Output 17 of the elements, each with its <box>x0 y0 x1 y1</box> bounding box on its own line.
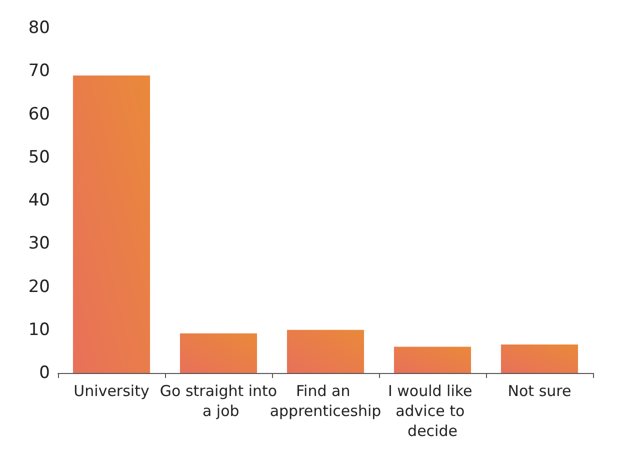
y-tick-label: 60 <box>28 104 50 124</box>
y-tick-label: 70 <box>28 61 50 82</box>
bar <box>286 330 364 373</box>
bar <box>394 346 472 373</box>
x-tick-label: University <box>74 382 150 400</box>
bar <box>500 344 578 373</box>
x-tick-label: Not sure <box>508 382 572 400</box>
y-tick-label: 50 <box>28 147 50 168</box>
x-tick-label: I would like advice to decide <box>388 382 478 440</box>
y-tick-label: 10 <box>28 320 50 340</box>
y-tick-label: 30 <box>28 234 50 254</box>
y-tick-label: 40 <box>28 190 50 210</box>
y-tick-label: 20 <box>28 276 50 297</box>
bar <box>72 75 150 373</box>
y-tick-label: 0 <box>39 363 50 383</box>
y-tick-label: 80 <box>28 18 50 38</box>
bar <box>180 333 258 373</box>
